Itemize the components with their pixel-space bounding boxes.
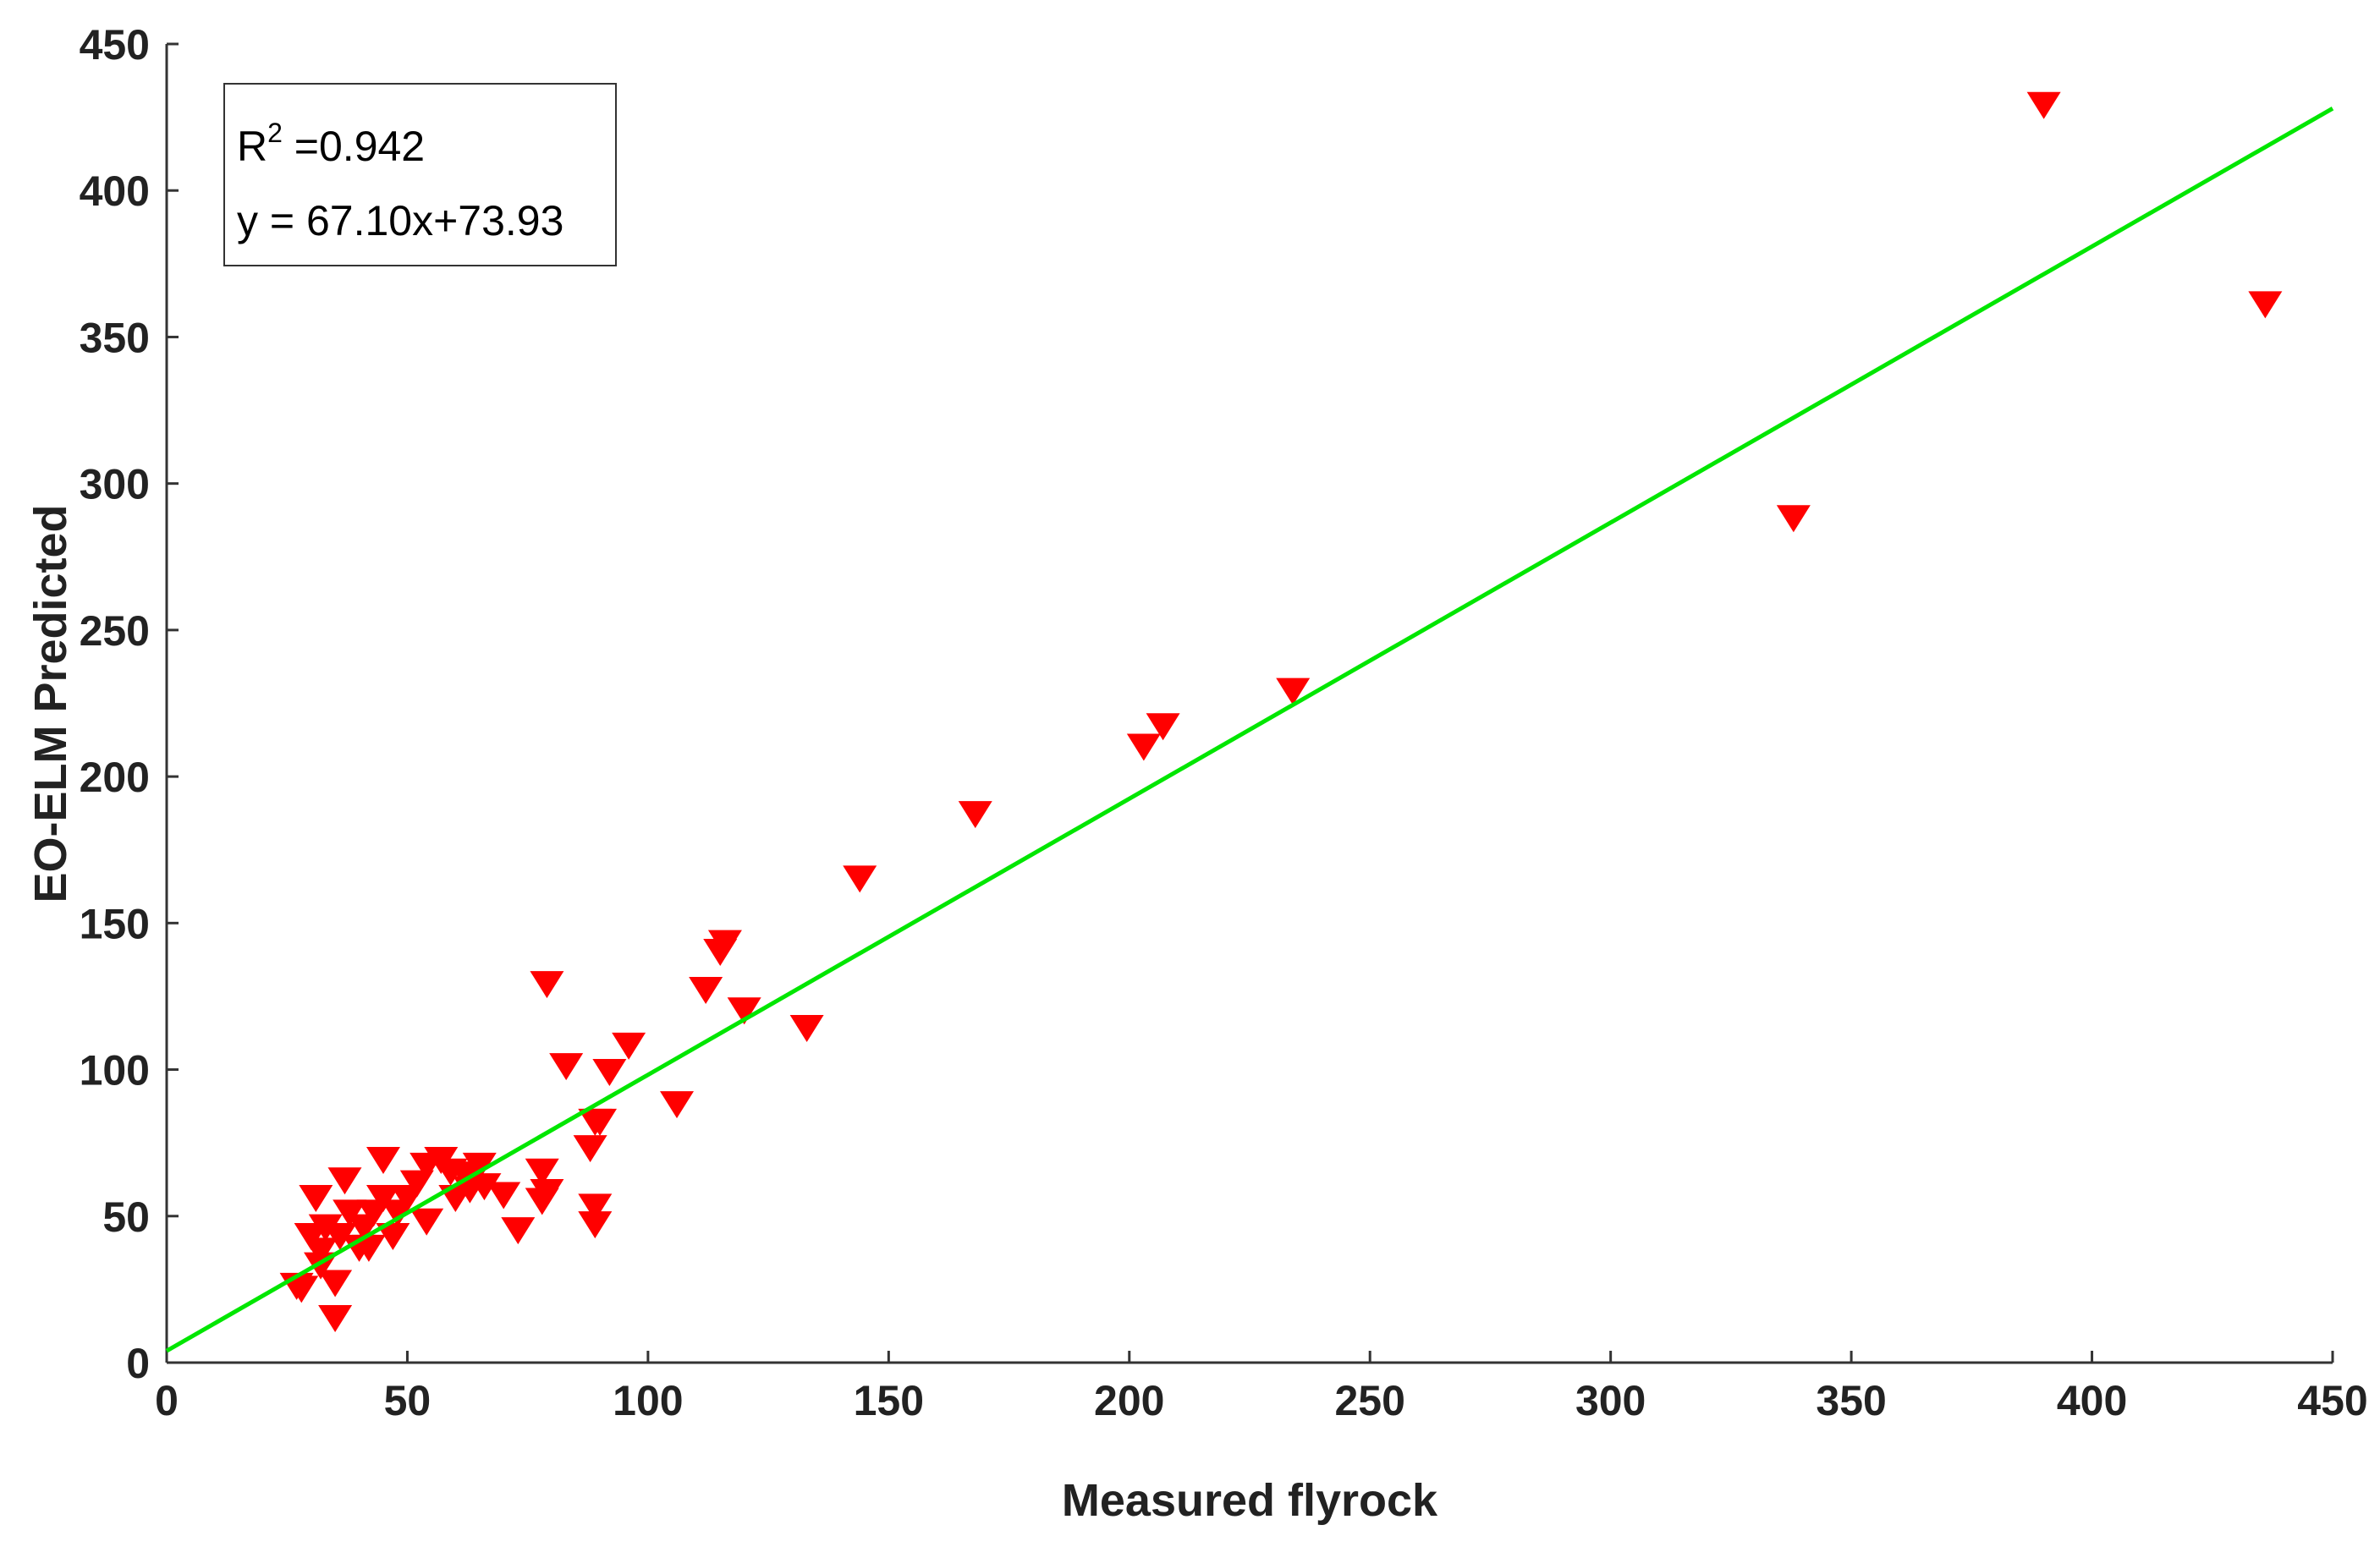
y-tick-label: 350 [80, 314, 150, 361]
data-point [549, 1053, 584, 1081]
data-point [299, 1184, 333, 1212]
annotation-box [223, 83, 617, 266]
x-tick-label: 150 [854, 1377, 924, 1424]
data-point [660, 1091, 695, 1119]
data-point [409, 1208, 444, 1236]
y-tick-label: 100 [80, 1047, 150, 1094]
data-point [843, 865, 877, 893]
data-point [347, 1214, 382, 1242]
x-tick-label: 400 [2057, 1377, 2127, 1424]
y-axis-label: EO-ELM Predicted [25, 504, 76, 902]
x-tick-label: 0 [155, 1377, 179, 1424]
data-point [578, 1211, 613, 1239]
r2-value: =0.942 [283, 123, 425, 170]
x-tick-label: 350 [1816, 1377, 1886, 1424]
x-tick-label: 100 [613, 1377, 683, 1424]
data-point [318, 1305, 353, 1333]
y-tick-label: 0 [126, 1340, 150, 1387]
y-tick-label: 450 [80, 21, 150, 69]
data-point [958, 801, 992, 829]
r2-r: R [237, 123, 267, 170]
data-point [390, 1184, 425, 1212]
data-point [304, 1237, 338, 1265]
data-point [327, 1167, 362, 1195]
data-point [592, 1059, 627, 1087]
data-point [573, 1135, 607, 1163]
data-point [530, 971, 564, 999]
data-point [525, 1158, 559, 1186]
y-tick-label: 150 [80, 900, 150, 947]
y-tick-label: 400 [80, 167, 150, 215]
x-tick-label: 450 [2297, 1377, 2367, 1424]
data-point [1776, 505, 1811, 533]
data-point [486, 1182, 521, 1210]
data-point [1126, 733, 1161, 761]
data-point [376, 1223, 410, 1251]
data-point [789, 1015, 824, 1043]
x-tick-label: 200 [1094, 1377, 1164, 1424]
data-point [703, 938, 738, 966]
data-point [333, 1199, 367, 1227]
data-point [381, 1199, 415, 1227]
data-point [467, 1173, 502, 1201]
y-tick-label: 50 [102, 1193, 150, 1241]
y-tick-label: 250 [80, 607, 150, 655]
data-point [399, 1170, 434, 1198]
data-point [583, 1108, 617, 1136]
data-point [578, 1193, 613, 1221]
data-point [366, 1184, 400, 1212]
data-point [433, 1158, 468, 1186]
data-point [612, 1032, 646, 1060]
data-point [356, 1199, 391, 1227]
data-point [501, 1217, 536, 1245]
r2-sup: 2 [267, 118, 283, 148]
data-point [1276, 677, 1311, 705]
data-point [318, 1270, 353, 1297]
x-axis-label: Measured flyrock [1062, 1475, 1438, 1526]
data-point [727, 997, 761, 1025]
data-point [689, 977, 723, 1005]
y-tick-label: 300 [80, 461, 150, 508]
r2-annotation: R2 =0.942 [237, 118, 425, 170]
data-point [2248, 291, 2283, 319]
data-point [366, 1146, 400, 1174]
fit-line [165, 107, 2334, 1353]
data-point [342, 1234, 377, 1262]
x-tick-label: 300 [1575, 1377, 1646, 1424]
data-point [2026, 91, 2061, 119]
y-tick-label: 200 [80, 754, 150, 801]
data-point [462, 1152, 497, 1180]
fit-equation: y = 67.10x+73.93 [237, 197, 563, 244]
x-tick-label: 250 [1335, 1377, 1405, 1424]
data-point [308, 1214, 343, 1242]
data-point [525, 1188, 559, 1215]
data-point [1146, 713, 1180, 741]
x-tick-label: 50 [384, 1377, 431, 1424]
